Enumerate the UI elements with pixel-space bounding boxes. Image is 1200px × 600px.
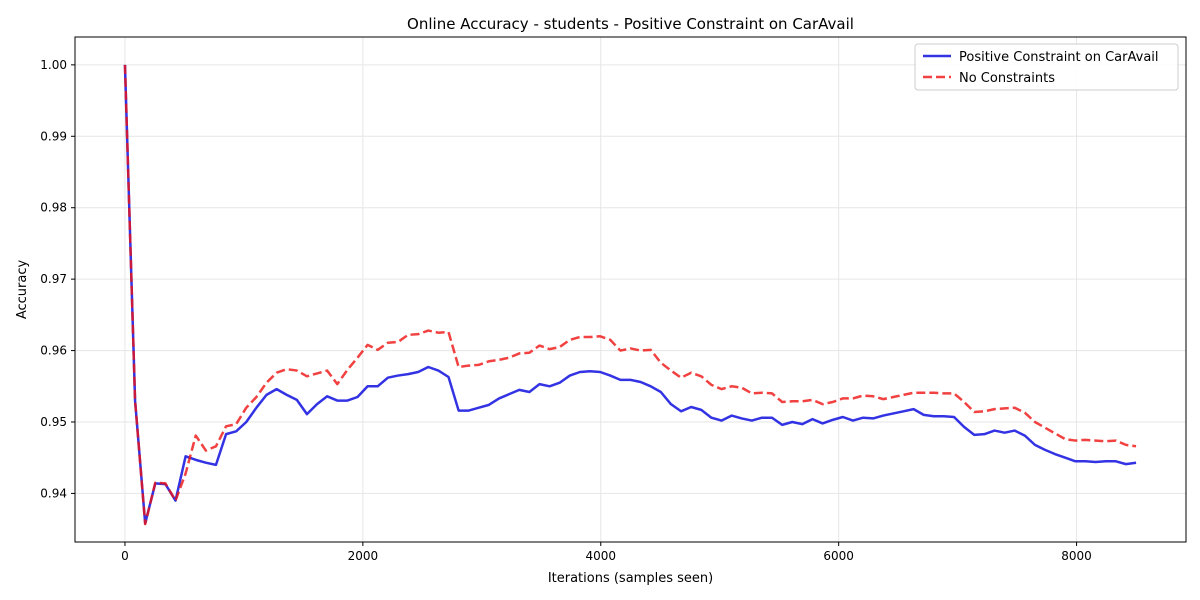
y-tick-label: 0.96 bbox=[40, 344, 67, 358]
y-tick-label: 0.94 bbox=[40, 486, 67, 500]
series-lines bbox=[123, 64, 1137, 526]
x-tick-label: 0 bbox=[121, 549, 129, 563]
y-tick-label: 1.00 bbox=[40, 58, 67, 72]
plot-frame bbox=[74, 36, 1187, 543]
x-tick-label: 6000 bbox=[823, 549, 854, 563]
x-tick-label: 2000 bbox=[348, 549, 379, 563]
y-tick-label: 0.95 bbox=[40, 415, 67, 429]
legend-label: Positive Constraint on CarAvail bbox=[959, 50, 1159, 65]
x-axis: 0 2000 4000 6000 8000 bbox=[121, 542, 1092, 563]
y-tick-label: 0.99 bbox=[40, 129, 67, 143]
series-line-1 bbox=[123, 64, 1137, 525]
y-axis-label: Accuracy bbox=[15, 260, 30, 320]
legend-box bbox=[914, 43, 1179, 91]
series-line-2 bbox=[123, 64, 1137, 526]
y-tick-label: 0.97 bbox=[40, 272, 67, 286]
legend: Positive Constraint on CarAvail No Constr… bbox=[914, 43, 1179, 91]
x-tick-label: 8000 bbox=[1061, 549, 1092, 563]
chart-title: Online Accuracy - students - Positive Co… bbox=[407, 15, 854, 33]
legend-label: No Constraints bbox=[959, 71, 1055, 86]
x-tick-label: 4000 bbox=[585, 549, 616, 563]
x-axis-label: Iterations (samples seen) bbox=[548, 571, 713, 586]
y-axis: 0.94 0.95 0.96 0.97 0.98 0.99 1.00 bbox=[40, 58, 75, 500]
grid bbox=[75, 37, 1186, 542]
y-tick-label: 0.98 bbox=[40, 201, 67, 215]
